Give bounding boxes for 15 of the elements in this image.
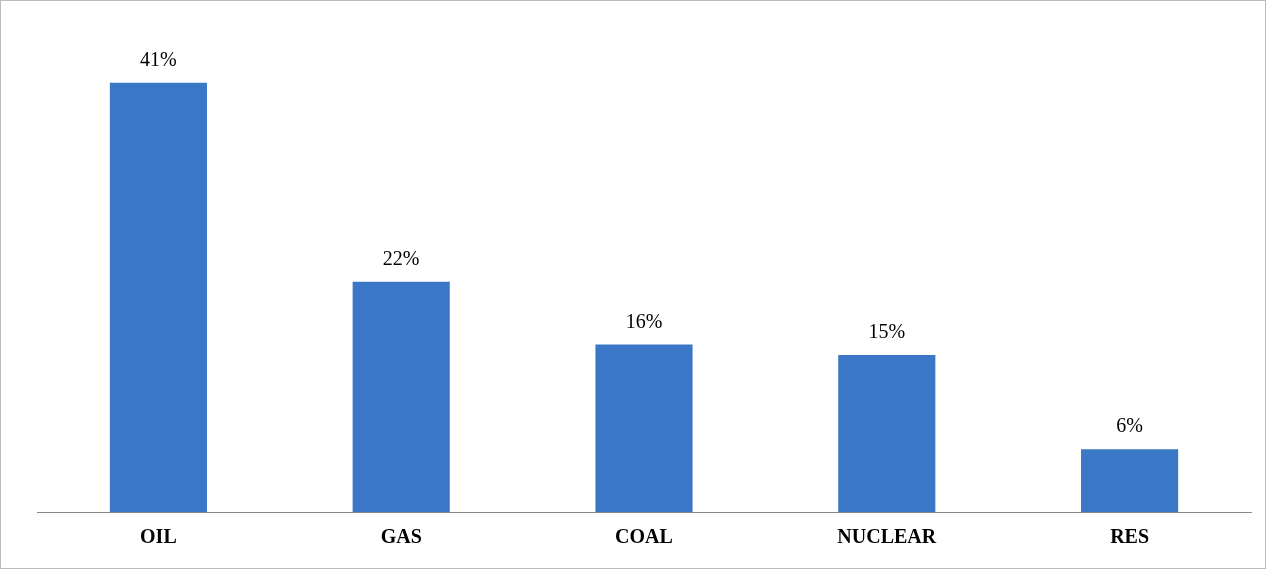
bar	[352, 281, 450, 512]
data-label: 15%	[868, 320, 906, 343]
bar	[109, 82, 207, 512]
x-tick-label: OIL	[140, 525, 177, 548]
data-label: 16%	[625, 309, 663, 332]
x-tick-label: RES	[1110, 525, 1150, 548]
data-label: 22%	[382, 246, 420, 269]
x-tick-label: COAL	[615, 525, 673, 548]
bar	[1081, 449, 1179, 512]
bar	[595, 344, 693, 512]
x-tick-label: NUCLEAR	[837, 525, 937, 548]
x-tick-label: GAS	[380, 525, 422, 548]
bar	[838, 355, 936, 512]
data-label: 41%	[140, 48, 177, 71]
data-label: 6%	[1116, 414, 1143, 437]
